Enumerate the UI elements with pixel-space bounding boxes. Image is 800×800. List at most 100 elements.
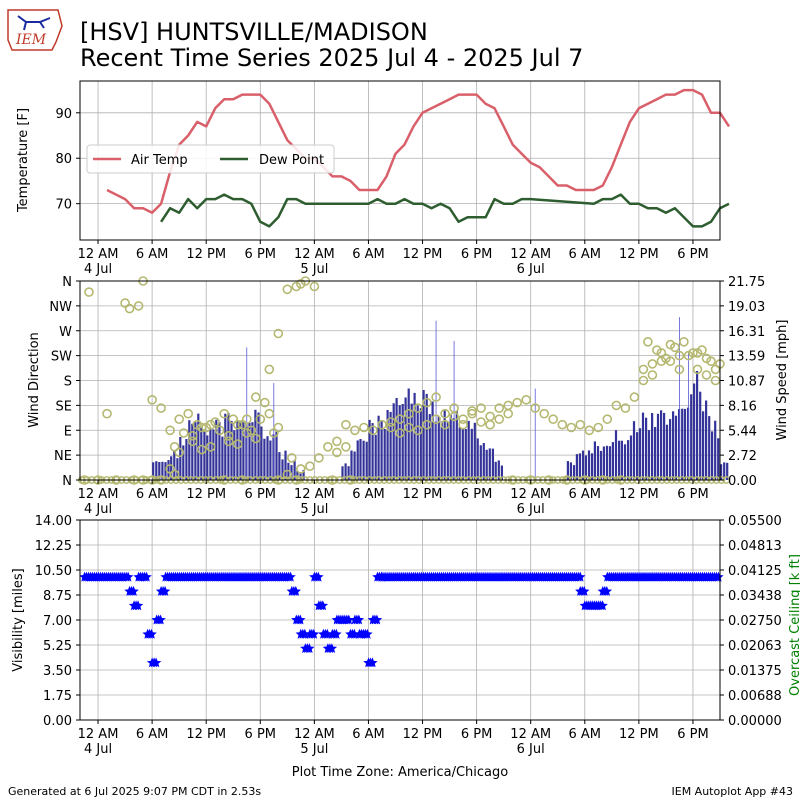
visibility-point bbox=[349, 628, 360, 639]
wind-speed-bar bbox=[269, 440, 272, 480]
wind-speed-bar bbox=[257, 412, 260, 480]
direction-tick-label: N bbox=[62, 474, 72, 489]
wind-direction-point bbox=[147, 394, 157, 405]
wind-direction-point bbox=[314, 453, 324, 463]
speed-tick-label: 16.31 bbox=[728, 325, 765, 340]
wind-speed-bar bbox=[614, 430, 618, 480]
wind-speed-bar bbox=[380, 421, 383, 480]
visibility-grid bbox=[80, 519, 720, 721]
wind-speed-bar bbox=[572, 465, 576, 480]
wind-speed-bar bbox=[236, 420, 239, 480]
wind-direction-point bbox=[205, 441, 216, 452]
wind-direction-point bbox=[264, 364, 275, 375]
wind-direction-point bbox=[620, 403, 631, 413]
visibility-tick-label: 0.00 bbox=[43, 714, 72, 729]
wind-direction-point bbox=[458, 414, 468, 425]
temperature-axis-label: Temperature [F] bbox=[16, 108, 31, 213]
logo-text: IEM bbox=[15, 32, 47, 48]
visibility-point bbox=[371, 614, 383, 625]
x-tick-date: 6 Jul bbox=[517, 742, 545, 757]
wind-direction-point bbox=[332, 436, 342, 447]
visibility-point bbox=[290, 585, 301, 596]
speed-tick-label: 13.59 bbox=[728, 350, 765, 365]
wind-speed-bar bbox=[293, 459, 296, 480]
ceiling-tick-label: 0.04125 bbox=[728, 564, 782, 579]
x-tick-label: 12 PM bbox=[186, 727, 226, 742]
wind-speed-bar bbox=[464, 429, 467, 480]
speed-tick-label: 0.00 bbox=[728, 474, 757, 489]
visibility-point bbox=[343, 614, 354, 625]
y-tick-label: 90 bbox=[55, 107, 72, 122]
ceiling-tick-label: 0.05500 bbox=[728, 514, 782, 529]
y-tick-label: 80 bbox=[55, 152, 72, 167]
wind-direction-point bbox=[255, 414, 266, 425]
speed-tick-label: 10.87 bbox=[728, 375, 765, 390]
wind-speed-bar bbox=[350, 450, 353, 480]
wind-direction-point bbox=[178, 428, 189, 438]
visibility-tick-label: 8.75 bbox=[43, 589, 72, 604]
wind-speed-bar bbox=[230, 420, 233, 480]
wind-direction-point bbox=[431, 392, 441, 402]
wind-speed-bar bbox=[476, 438, 479, 480]
wind-speed-bar bbox=[587, 450, 591, 480]
wind-direction-point bbox=[183, 408, 193, 419]
wind-direction-point bbox=[652, 345, 662, 355]
temperature-y-ticks: 70 80 90 bbox=[55, 107, 80, 213]
wind-speed-bar bbox=[218, 422, 221, 480]
x-tick-label: 12 AM bbox=[78, 727, 119, 742]
wind-speed-bar bbox=[479, 445, 482, 480]
wind-direction-point bbox=[169, 441, 180, 452]
series-line-dew-point bbox=[160, 193, 730, 228]
speed-tick-label: 21.75 bbox=[728, 275, 765, 290]
wind-speed-bar bbox=[401, 404, 404, 480]
wind-direction-point bbox=[539, 408, 550, 419]
wind-speed-bar bbox=[596, 446, 600, 480]
wind-direction-point bbox=[494, 414, 505, 425]
wind-direction-point bbox=[548, 414, 559, 425]
wind-speed-bar bbox=[449, 414, 452, 480]
visibility-point bbox=[308, 628, 320, 639]
wind-speed-bar bbox=[368, 419, 371, 480]
wind-speed-bar bbox=[179, 437, 182, 480]
wind-speed-bar bbox=[155, 461, 158, 480]
wind-direction-point bbox=[602, 414, 613, 425]
visibility-tick-label: 1.75 bbox=[43, 689, 72, 704]
wind-speed-bar bbox=[629, 435, 633, 480]
wind-direction-point bbox=[350, 425, 360, 436]
wind-speed-bar bbox=[206, 435, 209, 480]
wind-speed-bar bbox=[681, 408, 684, 480]
wind-speed-bar bbox=[645, 417, 648, 480]
wind-speed-bar bbox=[632, 421, 636, 480]
x-tick-label: 12 AM bbox=[78, 247, 119, 262]
wind-direction-point bbox=[629, 392, 640, 402]
x-tick-label: 6 AM bbox=[352, 727, 385, 742]
footer-app: IEM Autoplot App #43 bbox=[672, 785, 794, 798]
wind-speed-bar bbox=[362, 440, 365, 480]
wind-direction-point bbox=[264, 408, 275, 419]
wind-speed-bar bbox=[152, 462, 155, 480]
wind-speed-bar bbox=[705, 400, 708, 480]
visibility-tick-label: 12.25 bbox=[35, 539, 72, 554]
wind-speed-bar bbox=[482, 443, 485, 480]
wind-speed-bar bbox=[194, 422, 197, 480]
x-tick-label: 12 AM bbox=[78, 487, 119, 502]
wind-direction-point bbox=[377, 419, 387, 430]
wind-speed-bar bbox=[266, 436, 269, 480]
wind-direction-point bbox=[368, 425, 378, 436]
speed-tick-label: 8.16 bbox=[728, 399, 757, 414]
x-tick-label: 6 PM bbox=[461, 487, 492, 502]
wind-direction-point bbox=[701, 370, 712, 380]
wind-direction-point bbox=[530, 403, 541, 413]
speed-tick-label: 2.72 bbox=[728, 449, 757, 464]
wind-direction-point bbox=[692, 364, 703, 375]
wind-speed-bar bbox=[717, 438, 720, 480]
wind-speed-bar bbox=[581, 450, 585, 480]
wind-speed-bar bbox=[248, 422, 251, 480]
wind-speed-bar bbox=[392, 403, 395, 480]
wind-direction-point bbox=[232, 419, 243, 430]
temperature-lines bbox=[106, 88, 731, 228]
wind-speed-bar bbox=[410, 403, 413, 480]
wind-speed-bar bbox=[665, 424, 669, 480]
wind-direction-point bbox=[422, 419, 432, 430]
wind-speed-bar bbox=[386, 410, 389, 480]
